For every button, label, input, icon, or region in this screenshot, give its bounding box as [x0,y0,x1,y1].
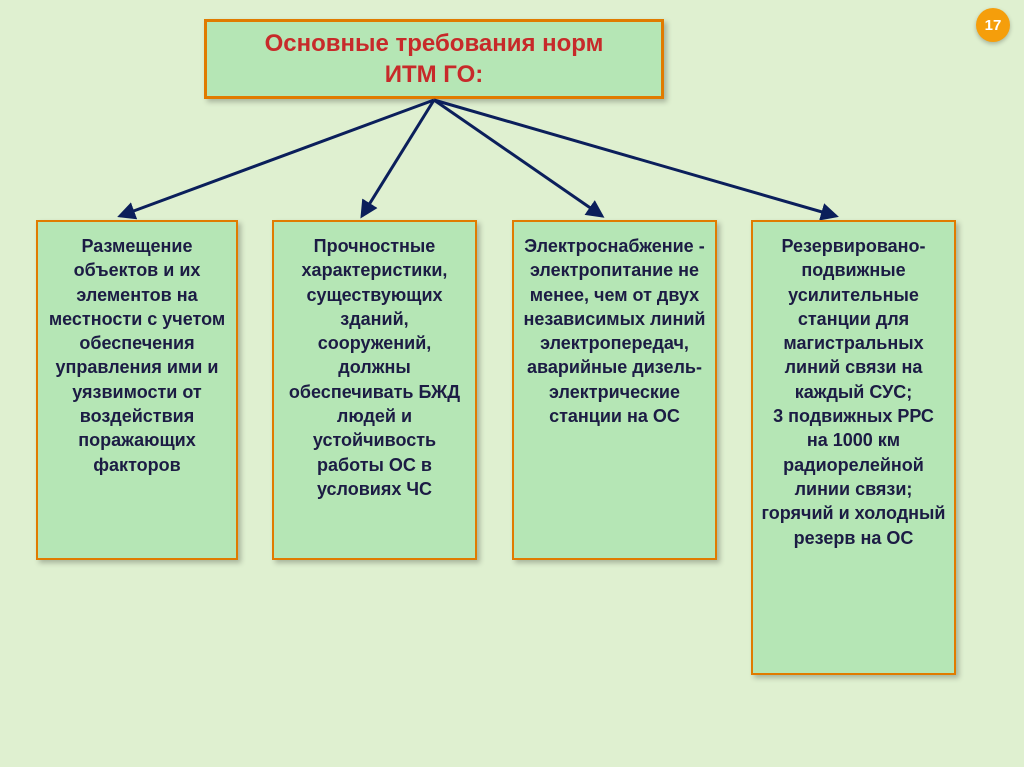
slide-number: 17 [985,17,1002,34]
title-line2: ИТМ ГО: [385,61,484,88]
slide-number-badge: 17 [976,8,1010,42]
title-line1: Основные требования норм [265,30,604,57]
box-0: Размещение объектов и их элементов на ме… [36,220,238,560]
box-2-text: Электроснабжение - электропитание не мен… [522,234,707,428]
title-box: Основные требования норм ИТМ ГО: [204,19,664,99]
box-3: Резервировано-подвижные усилительные ста… [751,220,956,675]
title-text: Основные требования норм ИТМ ГО: [265,28,604,90]
box-2: Электроснабжение - электропитание не мен… [512,220,717,560]
box-3-text: Резервировано-подвижные усилительные ста… [761,234,946,550]
box-1-text: Прочностные характеристики, существующих… [282,234,467,501]
box-0-text: Размещение объектов и их элементов на ме… [46,234,228,477]
box-1: Прочностные характеристики, существующих… [272,220,477,560]
